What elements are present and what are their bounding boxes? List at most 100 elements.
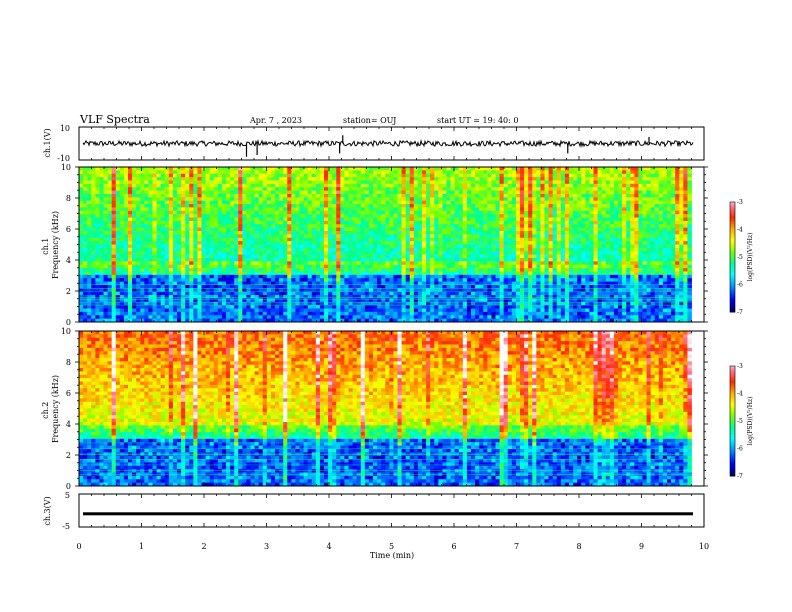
- spectrogram-cell: [270, 204, 276, 208]
- spectrogram-cell: [401, 217, 407, 222]
- spectrogram-cell: [540, 173, 545, 178]
- spectrogram-cell: [654, 261, 660, 266]
- spectrogram-cell: [95, 200, 100, 205]
- spectrogram-cell: [458, 180, 464, 185]
- spectrogram-cell: [209, 231, 215, 235]
- spectrogram-cell: [197, 180, 202, 185]
- spectrogram-cell: [307, 197, 313, 202]
- spectrogram-cell: [381, 187, 386, 191]
- spectrogram-cell: [597, 264, 603, 269]
- spectrogram-cell: [275, 244, 280, 249]
- spectrogram-cell: [364, 214, 370, 218]
- spectrogram-cell: [246, 204, 251, 208]
- spectrogram-cell: [209, 173, 215, 178]
- spectrogram-cell: [413, 261, 419, 266]
- spectrogram-cell: [548, 220, 554, 225]
- spectrogram-cell: [250, 187, 255, 191]
- spectrogram-cell: [201, 231, 206, 235]
- spectrogram-cell: [181, 247, 186, 252]
- spectrogram-cell: [548, 210, 554, 215]
- spectrogram-cell: [148, 204, 153, 208]
- spectrogram-cell: [299, 173, 304, 178]
- spectrogram-cell: [450, 173, 456, 178]
- spectrogram-cell: [585, 264, 590, 269]
- spectrogram-cell: [181, 257, 186, 262]
- spectrogram-cell: [115, 234, 121, 239]
- spectrogram-cell: [332, 274, 337, 279]
- spectrogram-cell: [667, 261, 672, 266]
- spectrogram-cell: [177, 204, 182, 208]
- spectrogram-cell: [295, 170, 300, 175]
- spectrogram-cell: [348, 217, 353, 222]
- spectrogram-cell: [479, 187, 484, 191]
- spectrogram-cell: [250, 254, 255, 259]
- spectrogram-cell: [434, 247, 439, 252]
- spectrogram-cell: [303, 261, 309, 266]
- spectrogram-cell: [270, 257, 276, 262]
- spectrogram-cell: [373, 207, 378, 212]
- spectrogram-cell: [426, 180, 431, 185]
- spectrogram-cell: [654, 214, 660, 218]
- spectrogram-cell: [577, 257, 582, 262]
- spectrogram-cell: [618, 224, 623, 229]
- spectrogram-cell: [287, 204, 292, 208]
- spectrogram-cell: [609, 197, 615, 202]
- spectrogram-cell: [671, 251, 676, 256]
- spectrogram-cell: [189, 200, 194, 205]
- spectrogram-cell: [593, 257, 598, 262]
- spectrogram-cell: [87, 244, 92, 249]
- spectrogram-cell: [217, 207, 223, 212]
- spectrogram-cell: [205, 254, 211, 259]
- spectrogram-cell: [83, 268, 88, 272]
- spectrogram-cell: [319, 180, 325, 185]
- spectrogram-cell: [389, 207, 394, 212]
- spectrogram-cell: [287, 251, 292, 256]
- spectrogram-cell: [197, 193, 202, 198]
- spectrogram-cell: [536, 190, 541, 195]
- spectrogram-cell: [560, 207, 566, 212]
- spectrogram-cell: [254, 200, 260, 205]
- spectrogram-cell: [79, 234, 84, 239]
- spectrogram-cell: [275, 257, 280, 262]
- spectrogram-cell: [123, 244, 129, 249]
- spectrogram-cell: [279, 244, 284, 249]
- spectrogram-cell: [438, 193, 443, 198]
- spectrogram-cell: [434, 271, 439, 276]
- spectrogram-cell: [630, 257, 635, 262]
- spectrogram-cell: [475, 217, 480, 222]
- spectrogram-cell: [589, 190, 594, 195]
- spectrogram-cell: [234, 268, 239, 272]
- spectrogram-cell: [123, 173, 129, 178]
- spectrogram-cell: [511, 268, 517, 272]
- spectrogram-cell: [373, 224, 378, 229]
- spectrogram-cell: [181, 204, 186, 208]
- spectrogram-cell: [287, 237, 292, 242]
- spectrogram-cell: [144, 241, 149, 245]
- spectrogram-cell: [287, 220, 292, 225]
- spectrogram-cell: [430, 217, 435, 222]
- spectrogram-cell: [385, 274, 390, 279]
- spectrogram-cell: [413, 224, 419, 229]
- spectrogram-cell: [634, 214, 639, 218]
- spectrogram-cell: [462, 190, 468, 195]
- spectrogram-cell: [254, 274, 260, 279]
- spectrogram-cell: [487, 247, 492, 252]
- spectrogram-cell: [446, 251, 451, 256]
- spectrogram-cell: [507, 167, 513, 171]
- spectrogram-cell: [409, 197, 415, 202]
- spectrogram-cell: [368, 271, 374, 276]
- spectrogram-cell: [503, 247, 509, 252]
- spectrogram-cell: [181, 200, 186, 205]
- spectrogram-cell: [364, 257, 370, 262]
- spectrogram-cell: [217, 268, 223, 272]
- spectrogram-cell: [168, 231, 174, 235]
- spectrogram-cell: [613, 234, 619, 239]
- spectrogram-cell: [128, 200, 133, 205]
- spectrogram-cell: [140, 224, 145, 229]
- spectrogram-cell: [585, 237, 590, 242]
- spectrogram-cell: [324, 187, 329, 191]
- spectrogram-cell: [136, 200, 141, 205]
- spectrogram-cell: [140, 200, 145, 205]
- spectrogram-cell: [536, 254, 541, 259]
- spectrogram-cell: [630, 220, 635, 225]
